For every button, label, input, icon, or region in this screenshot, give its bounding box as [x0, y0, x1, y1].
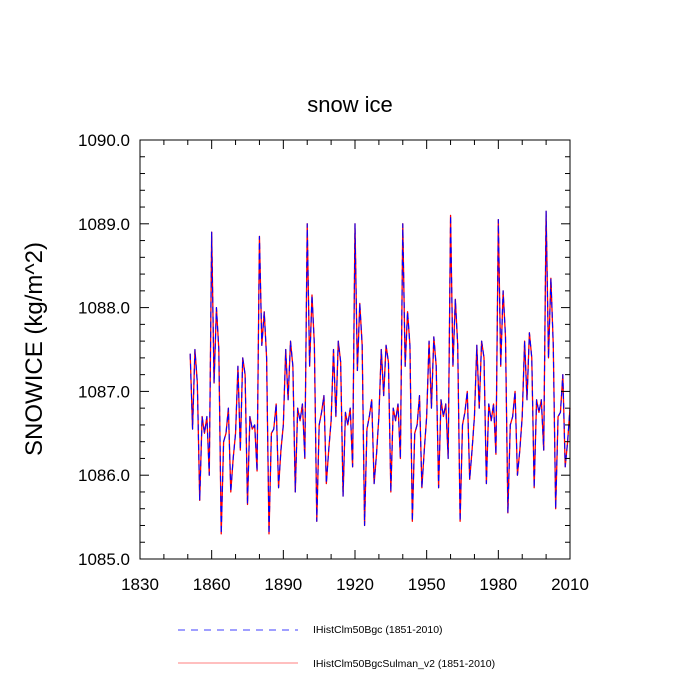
x-tick-label-1920: 1920 [336, 575, 374, 594]
x-tick-label-2010: 2010 [551, 575, 589, 594]
y-axis-label: SNOWICE (kg/m^2) [21, 242, 48, 456]
y-tick-label-1086: 1086.0 [78, 466, 130, 485]
series-layer [189, 210, 571, 535]
series-line-1 [189, 210, 571, 535]
chart-title: snow ice [307, 92, 393, 117]
y-tick-label-1088: 1088.0 [78, 299, 130, 318]
x-tick-label-1950: 1950 [408, 575, 446, 594]
x-tick-label-1980: 1980 [479, 575, 517, 594]
y-tick-label-1085: 1085.0 [78, 550, 130, 569]
axis-layer: 1830 1860 1890 1920 1950 1980 2010 1085.0 1086.0… [78, 131, 589, 594]
legend-label-series-1: IHistClm50Bgc (1851-2010) [313, 624, 443, 636]
legend: IHistClm50Bgc (1851-2010) IHistClm50BgcS… [178, 624, 495, 670]
x-tick-label-1860: 1860 [193, 575, 231, 594]
x-tick-label-1830: 1830 [121, 575, 159, 594]
x-tick-label-1890: 1890 [264, 575, 302, 594]
y-tick-label-1090: 1090.0 [78, 131, 130, 150]
y-tick-label-1087: 1087.0 [78, 382, 130, 401]
legend-label-series-2: IHistClm50BgcSulman_v2 (1851-2010) [313, 658, 495, 670]
y-tick-label-1089: 1089.0 [78, 215, 130, 234]
